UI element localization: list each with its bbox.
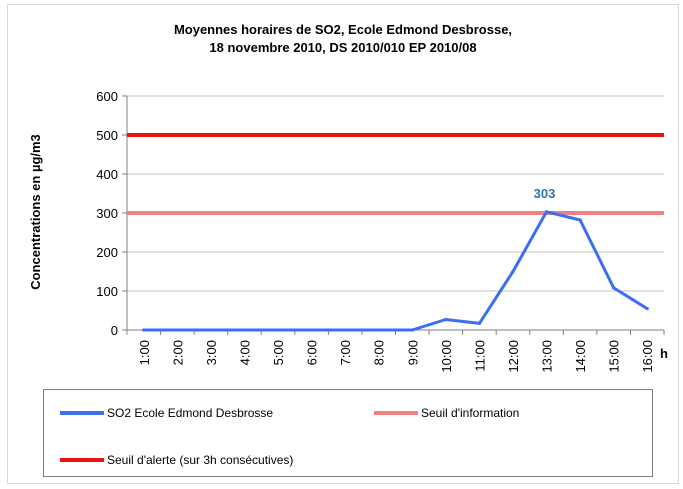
chart-title-line-1: Moyennes horaires de SO2, Ecole Edmond D… xyxy=(174,22,512,37)
y-tick-label: 600 xyxy=(96,89,118,104)
x-tick-label: 4:00 xyxy=(237,340,252,365)
x-tick-label: 15:00 xyxy=(607,340,622,373)
x-tick-label: 8:00 xyxy=(372,340,387,365)
series-point xyxy=(410,328,414,332)
series-point xyxy=(578,218,582,222)
series-point xyxy=(477,321,482,325)
series-point xyxy=(511,269,515,274)
series-point xyxy=(544,210,549,214)
y-tick-label: 500 xyxy=(96,128,118,143)
y-axis-label: Concentrations en µg/m3 xyxy=(28,134,43,290)
legend-label-so2: SO2 Ecole Edmond Desbrosse xyxy=(107,406,274,420)
series-line-so2 xyxy=(142,210,649,332)
series-point xyxy=(645,306,649,311)
legend-item-so2: SO2 Ecole Edmond Desbrosse xyxy=(60,406,273,420)
legend-swatch-alert xyxy=(60,458,104,462)
x-tick-label: 3:00 xyxy=(204,340,219,365)
x-tick-label: 13:00 xyxy=(540,340,555,373)
x-tick-label: 9:00 xyxy=(405,340,420,365)
x-axis-label: h xyxy=(660,346,668,361)
legend-label-alert: Seuil d'alerte (sur 3h consécutives) xyxy=(107,453,294,467)
legend-swatch-information xyxy=(374,411,418,415)
legend-item-information: Seuil d'information xyxy=(374,406,519,420)
series-point xyxy=(175,328,179,332)
x-tick-label: 5:00 xyxy=(271,340,286,365)
x-tick-label: 1:00 xyxy=(137,340,152,365)
x-tick-label: 10:00 xyxy=(439,340,454,373)
x-tick-label: 11:00 xyxy=(472,340,487,372)
series-point xyxy=(242,328,247,332)
series-point xyxy=(612,286,616,290)
y-tick-label: 300 xyxy=(96,206,118,221)
x-tick-label: 16:00 xyxy=(640,340,655,373)
y-tick-label: 400 xyxy=(96,167,118,182)
legend-label-information: Seuil d'information xyxy=(421,406,520,420)
plot-area: 0 100 200 300 400 500 600 1:00 2:00 3:00 4:00 5:00 6… xyxy=(96,89,665,373)
chart-title-line-2: 18 novembre 2010, DS 2010/010 EP 2010/08 xyxy=(209,40,476,55)
series-point xyxy=(142,328,146,332)
y-tick-label: 100 xyxy=(96,284,118,299)
x-tick-label: 2:00 xyxy=(170,340,185,365)
x-tick-label: 6:00 xyxy=(305,340,320,365)
x-tick-label: 12:00 xyxy=(506,340,521,373)
y-tick-label: 200 xyxy=(96,245,118,260)
x-tick-label: 7:00 xyxy=(338,340,353,365)
series-point xyxy=(309,328,314,332)
series-point xyxy=(209,328,213,332)
y-tick-label: 0 xyxy=(111,323,118,338)
series-point xyxy=(444,317,448,322)
legend-swatch-so2 xyxy=(60,411,104,415)
series-point xyxy=(377,328,381,332)
series-point xyxy=(343,328,347,332)
x-tick-label: 14:00 xyxy=(573,340,588,373)
data-label-peak: 303 xyxy=(534,186,556,201)
legend-item-alert: Seuil d'alerte (sur 3h consécutives) xyxy=(60,453,293,467)
chart-frame xyxy=(7,4,679,484)
legend: SO2 Ecole Edmond Desbrosse Seuil d'infor… xyxy=(43,389,653,477)
series-point xyxy=(276,328,280,332)
